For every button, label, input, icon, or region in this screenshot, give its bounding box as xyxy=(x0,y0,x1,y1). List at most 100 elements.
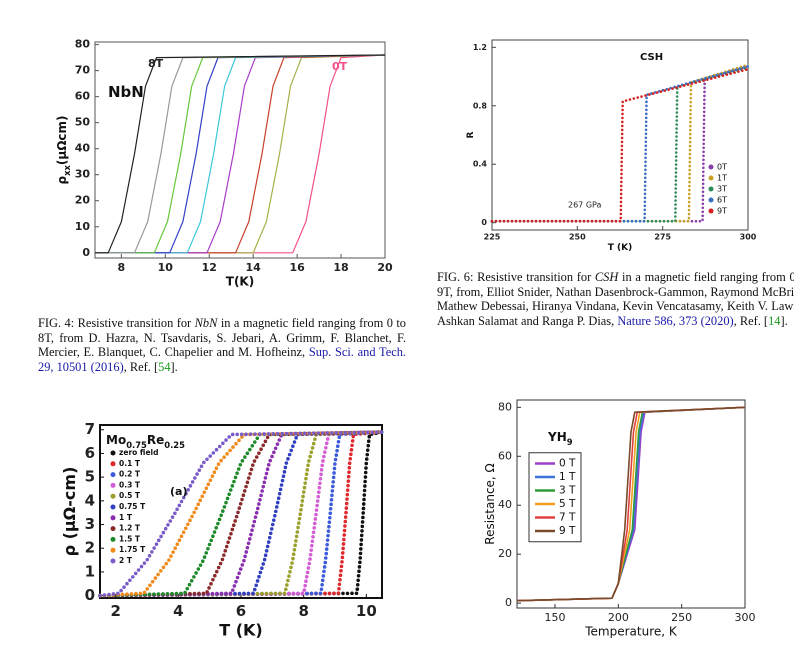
y-tick-label: 40 xyxy=(498,498,512,511)
plot-frame xyxy=(491,39,749,231)
x-tick-label: 10 xyxy=(158,261,174,274)
y-tick-label: 1.2 xyxy=(473,43,487,52)
y-tick-label: 0 xyxy=(505,596,512,609)
x-tick-label: 8 xyxy=(118,261,126,274)
legend-marker xyxy=(110,558,116,564)
x-tick-label: 12 xyxy=(202,261,217,274)
legend-label: 0.75 T xyxy=(119,502,146,511)
x-tick-label: 20 xyxy=(377,261,393,274)
caption-text: NbN xyxy=(194,316,218,330)
caption-text: in a magnetic field ranging from 0 to 8T… xyxy=(38,316,406,360)
legend-label: 9 T xyxy=(559,525,576,537)
x-tick-label: 10 xyxy=(356,602,377,620)
annotation: 8T xyxy=(148,57,164,70)
series-line xyxy=(98,430,384,598)
x-tick-label: 300 xyxy=(740,233,757,242)
caption-link[interactable]: Nature 586, 373 (2020) xyxy=(617,313,734,328)
x-tick-label: 16 xyxy=(289,261,305,274)
x-tick-label: 8 xyxy=(298,602,308,620)
y-axis-label-part: xx xyxy=(62,165,72,176)
caption-fig4: FIG. 4: Resistive transition for NbN in … xyxy=(38,316,406,374)
series-line xyxy=(98,430,384,598)
x-tick-label: 275 xyxy=(654,233,671,242)
x-axis-label: T(K) xyxy=(226,275,254,289)
legend-marker xyxy=(708,197,714,203)
caption-text: , Ref. [ xyxy=(123,359,159,374)
x-tick-label: 250 xyxy=(569,233,586,242)
legend-label: 3T xyxy=(717,185,727,194)
legend-label: 1.2 T xyxy=(119,524,141,533)
legend-label: 0.3 T xyxy=(119,480,141,489)
caption-ref[interactable]: 14 xyxy=(768,313,781,328)
legend-marker xyxy=(708,208,714,214)
caption-text: CSH xyxy=(594,270,619,284)
legend-label: 0.1 T xyxy=(119,459,141,468)
caption-link[interactable]: Sup. Sci. and Tech. 29, 10501 (2016) xyxy=(38,345,407,374)
chart-title-part: Re xyxy=(147,433,164,447)
annotation: 0T xyxy=(332,60,348,73)
x-tick-label: 4 xyxy=(173,602,183,620)
caption-text: ]. xyxy=(780,313,788,328)
legend-marker xyxy=(110,493,116,499)
plot-frame xyxy=(94,41,386,259)
chart-title: Mo0.75Re0.25 xyxy=(106,433,185,450)
series-line xyxy=(98,430,384,598)
y-tick-label: 3 xyxy=(85,515,95,533)
legend-label: 5 T xyxy=(559,498,576,510)
y-tick-label: 60 xyxy=(498,449,512,462)
y-axis-label-part: (μΩcm) xyxy=(55,115,69,165)
y-axis-label-part: R xyxy=(466,131,476,138)
y-tick-label: 40 xyxy=(75,142,91,155)
caption-text: FIG. 6: Resistive transition for xyxy=(437,270,595,284)
chart-title: NbN xyxy=(108,83,144,101)
x-tick-label: 18 xyxy=(333,261,348,274)
y-axis-label-part: ρ xyxy=(55,176,69,185)
caption-ref[interactable]: 54 xyxy=(158,359,171,374)
legend-label: 6T xyxy=(717,196,727,205)
x-axis-label: T (K) xyxy=(219,621,263,640)
legend-marker xyxy=(110,461,116,467)
caption-fig6: FIG. 6: Resistive transition for CSH in … xyxy=(437,270,794,328)
legend-marker xyxy=(110,526,116,532)
y-axis-label: R xyxy=(466,131,476,138)
annotation: (a) xyxy=(170,485,187,498)
annotation: 267 GPa xyxy=(568,201,601,210)
legend-marker xyxy=(708,186,714,192)
x-tick-label: 6 xyxy=(236,602,246,620)
y-tick-label: 2 xyxy=(85,539,95,557)
series-line xyxy=(516,406,746,602)
legend-marker xyxy=(110,472,116,478)
y-tick-label: 0 xyxy=(82,246,90,259)
series-line xyxy=(490,66,750,223)
y-tick-label: 30 xyxy=(75,168,91,181)
legend-label: 1 T xyxy=(559,471,576,483)
chart-title-part: 0.25 xyxy=(164,440,185,450)
y-axis-label: ρxx(μΩcm) xyxy=(55,115,72,184)
chart-title-part: 0.75 xyxy=(126,440,147,450)
y-tick-label: 1 xyxy=(85,562,95,580)
y-tick-label: 50 xyxy=(75,116,91,129)
caption-clip: FIG. 6: Resistive transition for CSH in … xyxy=(437,270,794,334)
chart-title-part: 9 xyxy=(567,437,573,447)
y-tick-label: 5 xyxy=(85,468,95,486)
legend-marker xyxy=(110,504,116,510)
series-line xyxy=(490,65,750,223)
x-tick-label: 150 xyxy=(545,611,566,624)
legend-marker xyxy=(708,164,714,170)
y-tick-label: 6 xyxy=(85,444,95,462)
legend-label: 3 T xyxy=(559,485,576,497)
y-tick-label: 0.8 xyxy=(473,101,488,110)
x-tick-label: 2 xyxy=(110,602,120,620)
y-tick-label: 4 xyxy=(85,491,95,509)
y-axis-label-part: Resistance, Ω xyxy=(483,463,497,544)
y-tick-label: 0 xyxy=(481,218,487,227)
legend-label: 0.5 T xyxy=(119,491,141,500)
y-tick-label: 80 xyxy=(498,400,512,413)
chart-title: CSH xyxy=(640,52,663,63)
series-line xyxy=(98,430,384,598)
legend-marker xyxy=(708,175,714,181)
y-tick-label: 70 xyxy=(75,64,91,77)
legend-marker xyxy=(110,536,116,542)
y-tick-label: 0.4 xyxy=(473,160,488,169)
